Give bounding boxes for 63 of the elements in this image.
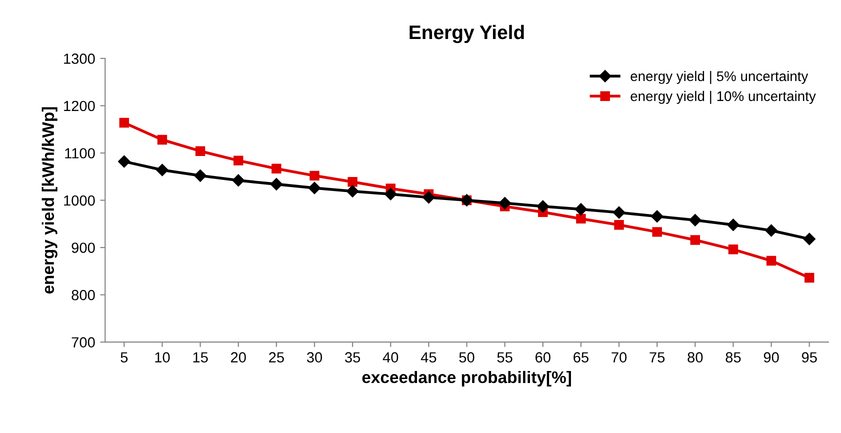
y-tick-label: 700 (72, 337, 95, 348)
point (612, 206, 626, 219)
point (118, 155, 130, 168)
point (650, 210, 664, 222)
x-tick-label: 90 (764, 352, 779, 363)
point (346, 185, 359, 198)
point (272, 164, 282, 174)
y-tick-label: 1100 (65, 148, 95, 158)
x-tick-label: 5 (120, 352, 128, 363)
y-tick-label: 800 (72, 290, 95, 300)
point (614, 220, 624, 230)
point (310, 170, 320, 181)
point (690, 235, 700, 245)
point (232, 174, 244, 187)
x-tick-label: 35 (345, 352, 360, 363)
x-tick-label: 20 (230, 352, 246, 363)
x-tick-label: 15 (193, 352, 208, 363)
x-tick-label: 40 (382, 352, 398, 363)
point (727, 218, 740, 231)
x-tick-label: 50 (459, 352, 474, 363)
x-tick-label: 80 (688, 352, 703, 363)
x-tick-label: 85 (726, 352, 741, 363)
point (574, 203, 588, 216)
x-tick-label: 55 (497, 352, 512, 363)
x-tick-label: 30 (306, 352, 322, 363)
legend-label: energy yield | 5% uncertainty (630, 70, 808, 84)
point (348, 176, 358, 187)
point (384, 188, 397, 200)
x-tick-label: 70 (612, 352, 627, 363)
point (804, 272, 814, 283)
x-tick-label: 25 (269, 352, 284, 363)
point (422, 191, 435, 204)
x-tick-label: 10 (155, 352, 170, 363)
point (765, 224, 778, 237)
point (119, 118, 130, 128)
y-tick-label: 900 (72, 242, 95, 253)
point (803, 232, 816, 246)
point (498, 197, 511, 210)
point (689, 214, 702, 226)
x-tick-label: 75 (650, 352, 665, 363)
point (194, 170, 206, 182)
point (766, 256, 776, 266)
x-tick-label: 45 (420, 352, 436, 363)
point (233, 156, 244, 166)
point (536, 200, 549, 213)
y-tick-label: 1300 (64, 54, 95, 64)
chart-title: Energy Yield (410, 24, 524, 44)
y-tick-label: 1000 (64, 195, 95, 206)
x-tick-label: 95 (802, 352, 817, 363)
x-axis-title: exceedance probability[%] (362, 370, 571, 386)
point (270, 178, 283, 190)
point (728, 244, 738, 254)
point (195, 146, 206, 156)
y-axis-title: energy yield [kWh/kWp] (42, 107, 58, 294)
point (576, 214, 586, 224)
point (157, 134, 168, 145)
point (308, 182, 321, 194)
x-tick-label: 60 (536, 352, 550, 363)
x-tick-label: 65 (574, 352, 588, 363)
legend-label: energy yield | 10% uncertainty (630, 90, 816, 104)
point (652, 227, 662, 237)
y-tick-label: 1200 (64, 100, 95, 112)
point (156, 164, 168, 176)
